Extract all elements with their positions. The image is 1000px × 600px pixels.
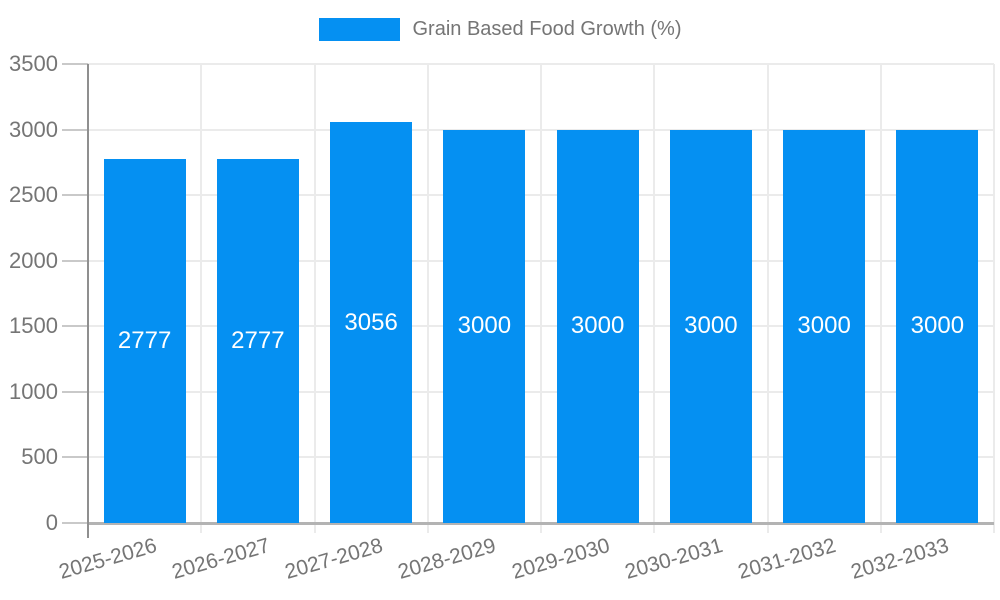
chart-legend: Grain Based Food Growth (%) <box>0 18 1000 41</box>
y-axis-line <box>87 64 89 538</box>
y-tick <box>62 390 88 393</box>
bar-value-label: 2777 <box>117 326 172 354</box>
bar: 3000 <box>783 129 866 523</box>
bar: 2777 <box>103 158 186 523</box>
bar: 3000 <box>896 129 979 523</box>
y-axis-label: 3000 <box>9 116 58 142</box>
legend-swatch <box>318 18 400 41</box>
bar: 3000 <box>443 129 526 523</box>
gridline-v <box>313 64 316 533</box>
x-axis-baseline <box>88 522 994 525</box>
legend-label: Grain Based Food Growth (%) <box>412 18 682 40</box>
bar-value-label: 3000 <box>684 312 738 340</box>
gridline-v <box>540 64 542 533</box>
gridline-v <box>653 64 656 533</box>
bar: 3000 <box>556 129 639 523</box>
y-tick <box>62 63 88 65</box>
y-tick <box>62 456 88 459</box>
bar-value-label: 3056 <box>344 308 398 336</box>
y-axis-label: 2500 <box>9 182 58 208</box>
y-tick <box>62 325 88 328</box>
bar-value-label: 3000 <box>570 312 625 340</box>
gridline-v <box>766 64 769 533</box>
y-axis-label: 1000 <box>9 378 58 404</box>
bar-value-label: 3000 <box>797 312 851 340</box>
gridline-v <box>993 64 995 533</box>
y-tick <box>62 194 88 197</box>
bar: 2777 <box>216 158 299 523</box>
bar-value-label: 2777 <box>231 326 285 354</box>
bar-value-label: 3000 <box>457 312 512 340</box>
y-tick <box>62 522 88 524</box>
gridline-v <box>200 64 203 533</box>
y-axis-label: 1500 <box>9 313 58 339</box>
y-axis-label: 3500 <box>9 51 58 76</box>
bar-value-label: 3000 <box>910 312 965 340</box>
bar: 3056 <box>330 122 413 523</box>
y-tick <box>62 128 88 131</box>
bar: 3000 <box>669 129 752 523</box>
y-axis-label: 500 <box>21 444 58 470</box>
y-tick <box>62 259 88 262</box>
gridline-v <box>426 64 429 533</box>
gridline-v <box>879 64 882 533</box>
y-axis-label: 0 <box>45 510 58 535</box>
y-axis-label: 2000 <box>9 247 58 273</box>
